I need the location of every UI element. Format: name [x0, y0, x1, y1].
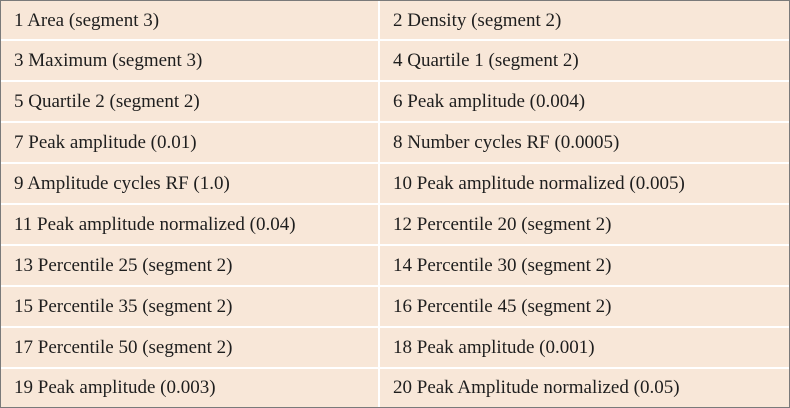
table-cell: 3 Maximum (segment 3)	[1, 39, 380, 83]
table-cell: 6 Peak amplitude (0.004)	[378, 80, 789, 123]
table-row: 5 Quartile 2 (segment 2) 6 Peak amplitud…	[1, 80, 789, 123]
table-cell: 2 Density (segment 2)	[378, 1, 789, 42]
table-cell: 19 Peak amplitude (0.003)	[1, 366, 380, 407]
table-row: 7 Peak amplitude (0.01) 8 Number cycles …	[1, 121, 789, 164]
table-cell: 7 Peak amplitude (0.01)	[1, 121, 380, 164]
table-row: 9 Amplitude cycles RF (1.0) 10 Peak ampl…	[1, 161, 789, 205]
table-row: 3 Maximum (segment 3) 4 Quartile 1 (segm…	[1, 39, 789, 83]
table-row: 11 Peak amplitude normalized (0.04) 12 P…	[1, 202, 789, 246]
table-cell: 17 Percentile 50 (segment 2)	[1, 325, 380, 369]
table-cell: 12 Percentile 20 (segment 2)	[378, 202, 789, 246]
table-cell: 14 Percentile 30 (segment 2)	[378, 243, 789, 287]
table-cell: 8 Number cycles RF (0.0005)	[378, 121, 789, 164]
table-cell: 10 Peak amplitude normalized (0.005)	[378, 161, 789, 205]
table-cell: 20 Peak Amplitude normalized (0.05)	[378, 366, 789, 407]
table-cell: 4 Quartile 1 (segment 2)	[378, 39, 789, 83]
table-cell: 18 Peak amplitude (0.001)	[378, 325, 789, 369]
table-row: 1 Area (segment 3) 2 Density (segment 2)	[1, 1, 789, 42]
table-row: 19 Peak amplitude (0.003) 20 Peak Amplit…	[1, 366, 789, 407]
table-cell: 5 Quartile 2 (segment 2)	[1, 80, 380, 123]
table-row: 13 Percentile 25 (segment 2) 14 Percenti…	[1, 243, 789, 287]
table-cell: 16 Percentile 45 (segment 2)	[378, 284, 789, 328]
table-cell: 11 Peak amplitude normalized (0.04)	[1, 202, 380, 246]
table-cell: 9 Amplitude cycles RF (1.0)	[1, 161, 380, 205]
table-cell: 13 Percentile 25 (segment 2)	[1, 243, 380, 287]
table-row: 17 Percentile 50 (segment 2) 18 Peak amp…	[1, 325, 789, 369]
table-row: 15 Percentile 35 (segment 2) 16 Percenti…	[1, 284, 789, 328]
table-cell: 1 Area (segment 3)	[1, 1, 380, 42]
table-cell: 15 Percentile 35 (segment 2)	[1, 284, 380, 328]
